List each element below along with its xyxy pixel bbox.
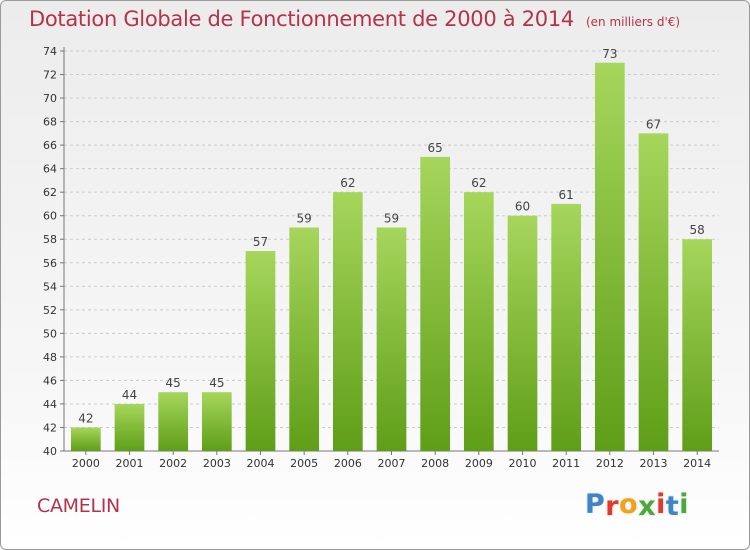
bar-2005 (289, 227, 320, 451)
bar-2002 (158, 392, 189, 451)
x-tick-label: 2009 (465, 457, 493, 470)
x-tick-label: 2004 (247, 457, 275, 470)
data-label: 44 (122, 388, 137, 402)
data-label: 45 (209, 376, 224, 390)
x-tick-label: 2003 (203, 457, 231, 470)
x-tick-label: 2012 (596, 457, 624, 470)
data-label: 59 (297, 211, 312, 225)
data-label: 61 (559, 188, 574, 202)
y-tick-label: 54 (43, 280, 57, 293)
y-tick-label: 72 (43, 69, 57, 82)
logo-letter: t (665, 491, 680, 522)
data-label: 42 (78, 411, 93, 425)
data-label: 59 (384, 211, 399, 225)
logo-letter: P (585, 489, 606, 520)
bar-2000 (70, 427, 101, 451)
bar-2007 (376, 227, 407, 451)
data-label: 73 (602, 47, 617, 61)
y-tick-label: 40 (43, 445, 57, 458)
data-label: 65 (428, 141, 443, 155)
data-label: 60 (515, 200, 530, 214)
data-labels: 42 44 45 45 57 59 62 59 65 62 60 61 73 67 58 (78, 47, 705, 426)
y-tick-label: 70 (43, 92, 57, 105)
y-tick-label: 64 (43, 163, 57, 176)
logo-letter: x (638, 491, 657, 522)
x-tick-label: 2013 (640, 457, 668, 470)
x-tick-label: 2011 (552, 457, 580, 470)
bar-2003 (201, 392, 232, 451)
y-tick-label: 58 (43, 233, 57, 246)
bar-2004 (245, 251, 276, 451)
bar-2010 (507, 215, 538, 451)
x-tick-label: 2014 (683, 457, 711, 470)
bar-2013 (638, 133, 669, 451)
y-tick-label: 44 (43, 398, 57, 411)
y-tick-label: 56 (43, 257, 57, 270)
bars (70, 62, 713, 452)
y-tick-label: 66 (43, 139, 57, 152)
commune-name: CAMELIN (37, 495, 120, 517)
chart-unit: (en milliers d'€) (585, 15, 681, 29)
bar-2009 (463, 192, 494, 452)
y-tick-label: 60 (43, 210, 57, 223)
data-label: 45 (166, 376, 181, 390)
x-tick-label: 2002 (159, 457, 187, 470)
y-tick-label: 46 (43, 374, 57, 387)
data-label: 58 (690, 223, 705, 237)
y-tick-label: 74 (43, 45, 57, 58)
data-label: 67 (646, 117, 661, 131)
y-tick-label: 42 (43, 421, 57, 434)
y-tick-label: 62 (43, 186, 57, 199)
bar-chart: 40 42 44 46 48 50 52 54 56 58 60 62 64 66 68 70 72 74 2000… (43, 45, 719, 470)
data-label: 57 (253, 235, 268, 249)
logo-letter: r (605, 491, 620, 522)
bar-2012 (594, 62, 625, 451)
x-tick-label: 2008 (421, 457, 449, 470)
y-tick-label: 48 (43, 351, 57, 364)
y-tick-label: 68 (43, 116, 57, 129)
x-tick-label: 2010 (509, 457, 537, 470)
x-tick-label: 2007 (378, 457, 406, 470)
logo-letter: o (619, 489, 639, 520)
chart-title: Dotation Globale de Fonctionnement de 20… (29, 7, 574, 31)
bar-2014 (682, 239, 713, 451)
chart-title-row: Dotation Globale de Fonctionnement de 20… (29, 7, 680, 31)
proxiti-logo[interactable]: Proxiti (585, 489, 690, 522)
bar-2008 (420, 156, 451, 451)
x-tick-label: 2005 (290, 457, 318, 470)
logo-letter: i (679, 489, 690, 520)
x-tick-label: 2000 (72, 457, 100, 470)
x-tick-label: 2001 (116, 457, 144, 470)
data-label: 62 (471, 176, 486, 190)
bar-2006 (332, 192, 363, 452)
y-tick-label: 52 (43, 304, 57, 317)
logo-letter: i (656, 489, 666, 520)
bar-2001 (114, 403, 145, 451)
bar-2011 (551, 203, 582, 451)
y-tick-label: 50 (43, 327, 57, 340)
data-label: 62 (340, 176, 355, 190)
x-tick-label: 2006 (334, 457, 362, 470)
